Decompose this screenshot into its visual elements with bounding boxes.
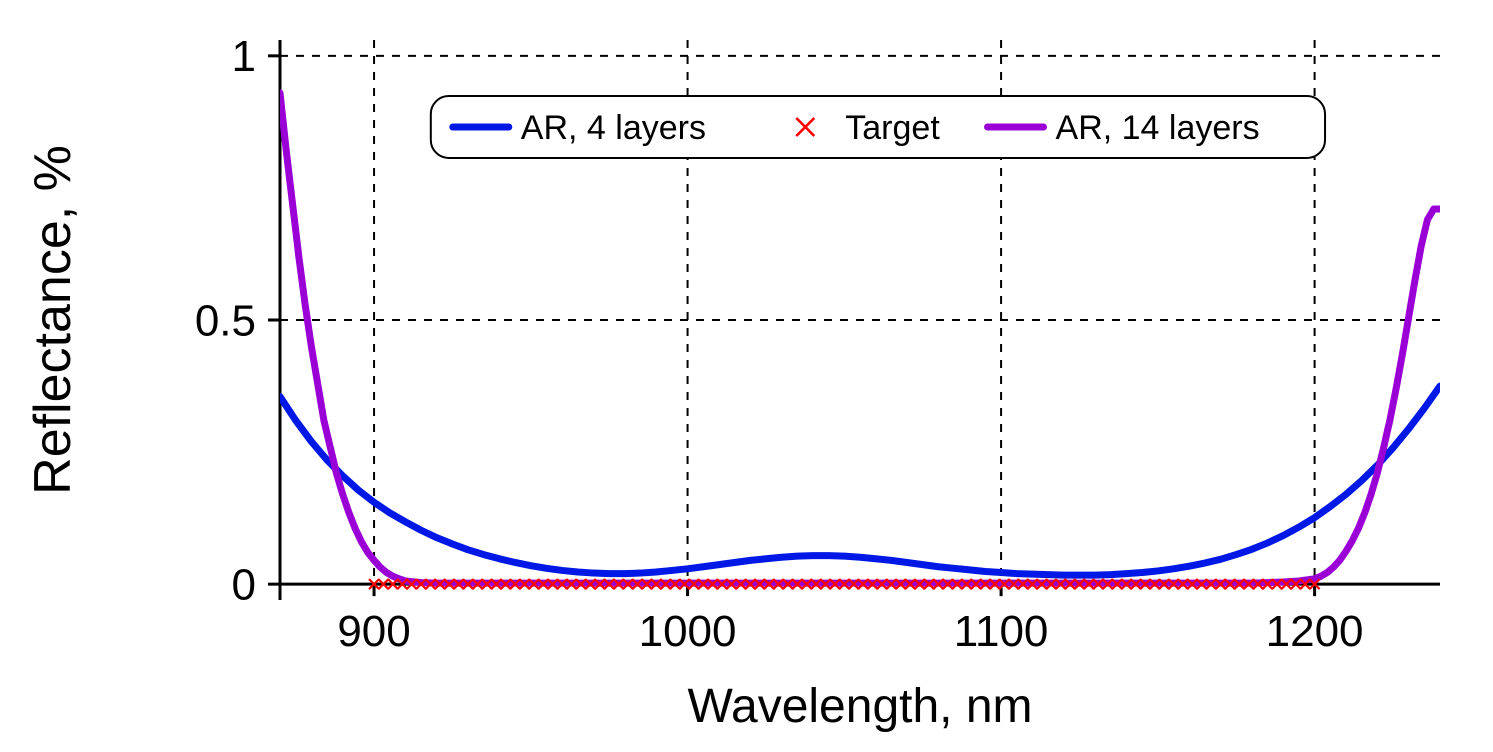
x-tick-label: 900 xyxy=(337,607,410,656)
x-axis-label: Wavelength, nm xyxy=(687,680,1032,733)
legend-label: Target xyxy=(845,109,940,147)
legend: AR, 4 layers Target AR, 14 layers xyxy=(431,96,1325,158)
legend-label: AR, 14 layers xyxy=(1056,109,1260,147)
y-axis-label: Reflectance, % xyxy=(24,145,82,495)
chart-svg: 900 1000 1100 1200 0 0.5 1 Wavelength, nm Reflec… xyxy=(0,0,1493,752)
x-tick-label: 1100 xyxy=(954,607,1049,656)
x-tick-label: 1200 xyxy=(1266,607,1364,656)
legend-label: AR, 4 layers xyxy=(521,109,706,147)
y-tick-label: 0.5 xyxy=(195,296,256,345)
y-tick-label: 1 xyxy=(232,32,256,81)
y-tick-label: 0 xyxy=(232,561,256,610)
x-tick-label: 1000 xyxy=(639,607,737,656)
reflectance-chart: 900 1000 1100 1200 0 0.5 1 Wavelength, nm Reflec… xyxy=(0,0,1493,752)
